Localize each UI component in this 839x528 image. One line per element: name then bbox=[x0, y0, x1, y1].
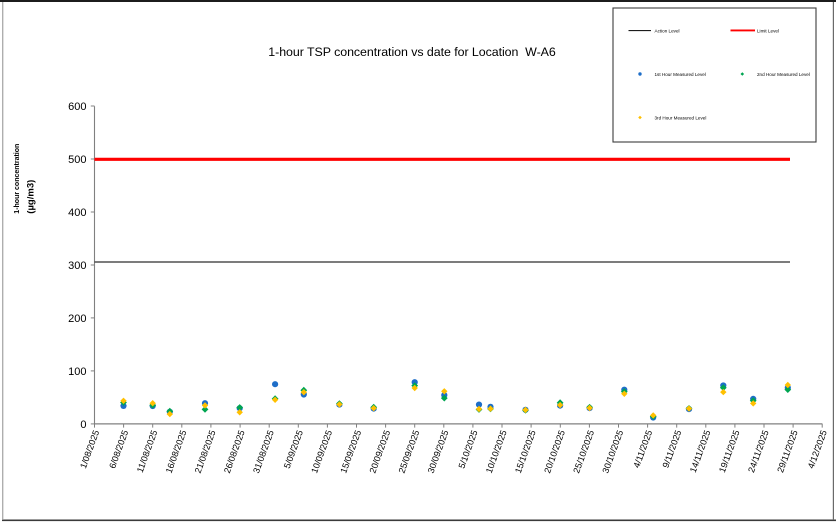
svg-text:0: 0 bbox=[80, 419, 86, 431]
svg-text:400: 400 bbox=[68, 207, 86, 219]
svg-text:(µg/m3): (µg/m3) bbox=[26, 180, 37, 214]
svg-text:1st Hour Measured Level: 1st Hour Measured Level bbox=[655, 72, 706, 77]
svg-text:500: 500 bbox=[68, 154, 86, 166]
svg-text:3rd Hour Measured Level: 3rd Hour Measured Level bbox=[655, 115, 707, 120]
svg-text:Action Level: Action Level bbox=[655, 28, 680, 33]
svg-text:100: 100 bbox=[68, 366, 86, 378]
svg-text:1-hour concentration: 1-hour concentration bbox=[14, 144, 21, 214]
svg-text:200: 200 bbox=[68, 313, 86, 325]
svg-text:1-hour TSP concentration vs da: 1-hour TSP concentration vs date for Loc… bbox=[268, 45, 556, 59]
svg-text:2nd Hour Measured Level: 2nd Hour Measured Level bbox=[757, 72, 810, 77]
svg-text:600: 600 bbox=[68, 101, 86, 113]
svg-text:Limit Level: Limit Level bbox=[757, 28, 779, 33]
svg-text:300: 300 bbox=[68, 260, 86, 272]
